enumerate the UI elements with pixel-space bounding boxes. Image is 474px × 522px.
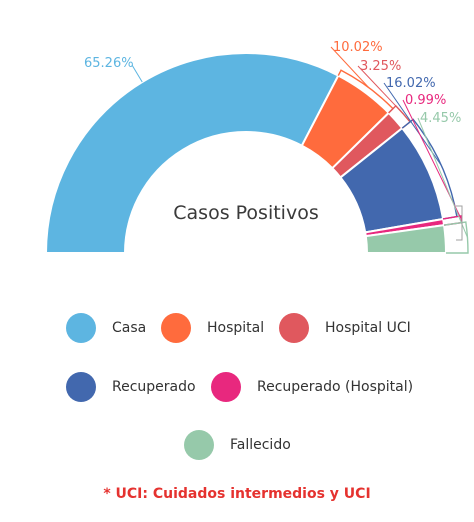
bracket-outer [456, 205, 463, 241]
footnote: * UCI: Cuidados intermedios y UCI [103, 486, 371, 502]
legend-item-fallecido[interactable]: Fallecido [184, 430, 291, 460]
slice-casa[interactable] [44, 52, 340, 254]
legend-item-recuperado[interactable]: Recuperado [66, 372, 196, 402]
data-label-casa: 65.26% [84, 56, 134, 71]
half-donut-chart: 65.26% 10.02% 3.25% 16.02% 0.99% 4.45% Casos … [44, 40, 469, 254]
legend-swatch-recuperado [66, 372, 96, 402]
legend-label-fallecido: Fallecido [230, 437, 291, 453]
leader-line-casa [131, 64, 143, 83]
data-label-recuperado-hospital: 0.99% [405, 93, 446, 108]
slice-fallecido[interactable] [364, 223, 448, 254]
legend-label-recuperado: Recuperado [112, 379, 196, 395]
data-label-hospital-uci: 3.25% [360, 59, 401, 74]
legend-item-casa[interactable]: Casa [66, 313, 146, 343]
legend-item-recuperado-hospital[interactable]: Recuperado (Hospital) [211, 372, 413, 402]
legend-swatch-hospital [161, 313, 191, 343]
chart-center-title: Casos Positivos [173, 202, 318, 224]
data-label-recuperado: 16.02% [386, 76, 436, 91]
legend-item-hospital[interactable]: Hospital [161, 313, 264, 343]
leader-line-hospital [330, 46, 369, 88]
bracket-fallecido [443, 221, 469, 254]
legend-label-casa: Casa [112, 320, 147, 336]
data-label-hospital: 10.02% [333, 40, 383, 55]
data-label-fallecido: 4.45% [420, 111, 461, 126]
leader-line-hospital-uci [357, 65, 404, 115]
legend-label-hospital: Hospital [207, 320, 265, 336]
legend-swatch-fallecido [184, 430, 214, 460]
legend-label-recuperado-hospital: Recuperado (Hospital) [257, 379, 414, 395]
leader-line-fallecido [417, 117, 468, 238]
legend-swatch-hospital-uci [279, 313, 309, 343]
legend-swatch-recuperado-hospital [211, 372, 241, 402]
legend-label-hospital-uci: Hospital UCI [325, 320, 411, 336]
legend-item-hospital-uci[interactable]: Hospital UCI [279, 313, 411, 343]
legend-swatch-casa [66, 313, 96, 343]
